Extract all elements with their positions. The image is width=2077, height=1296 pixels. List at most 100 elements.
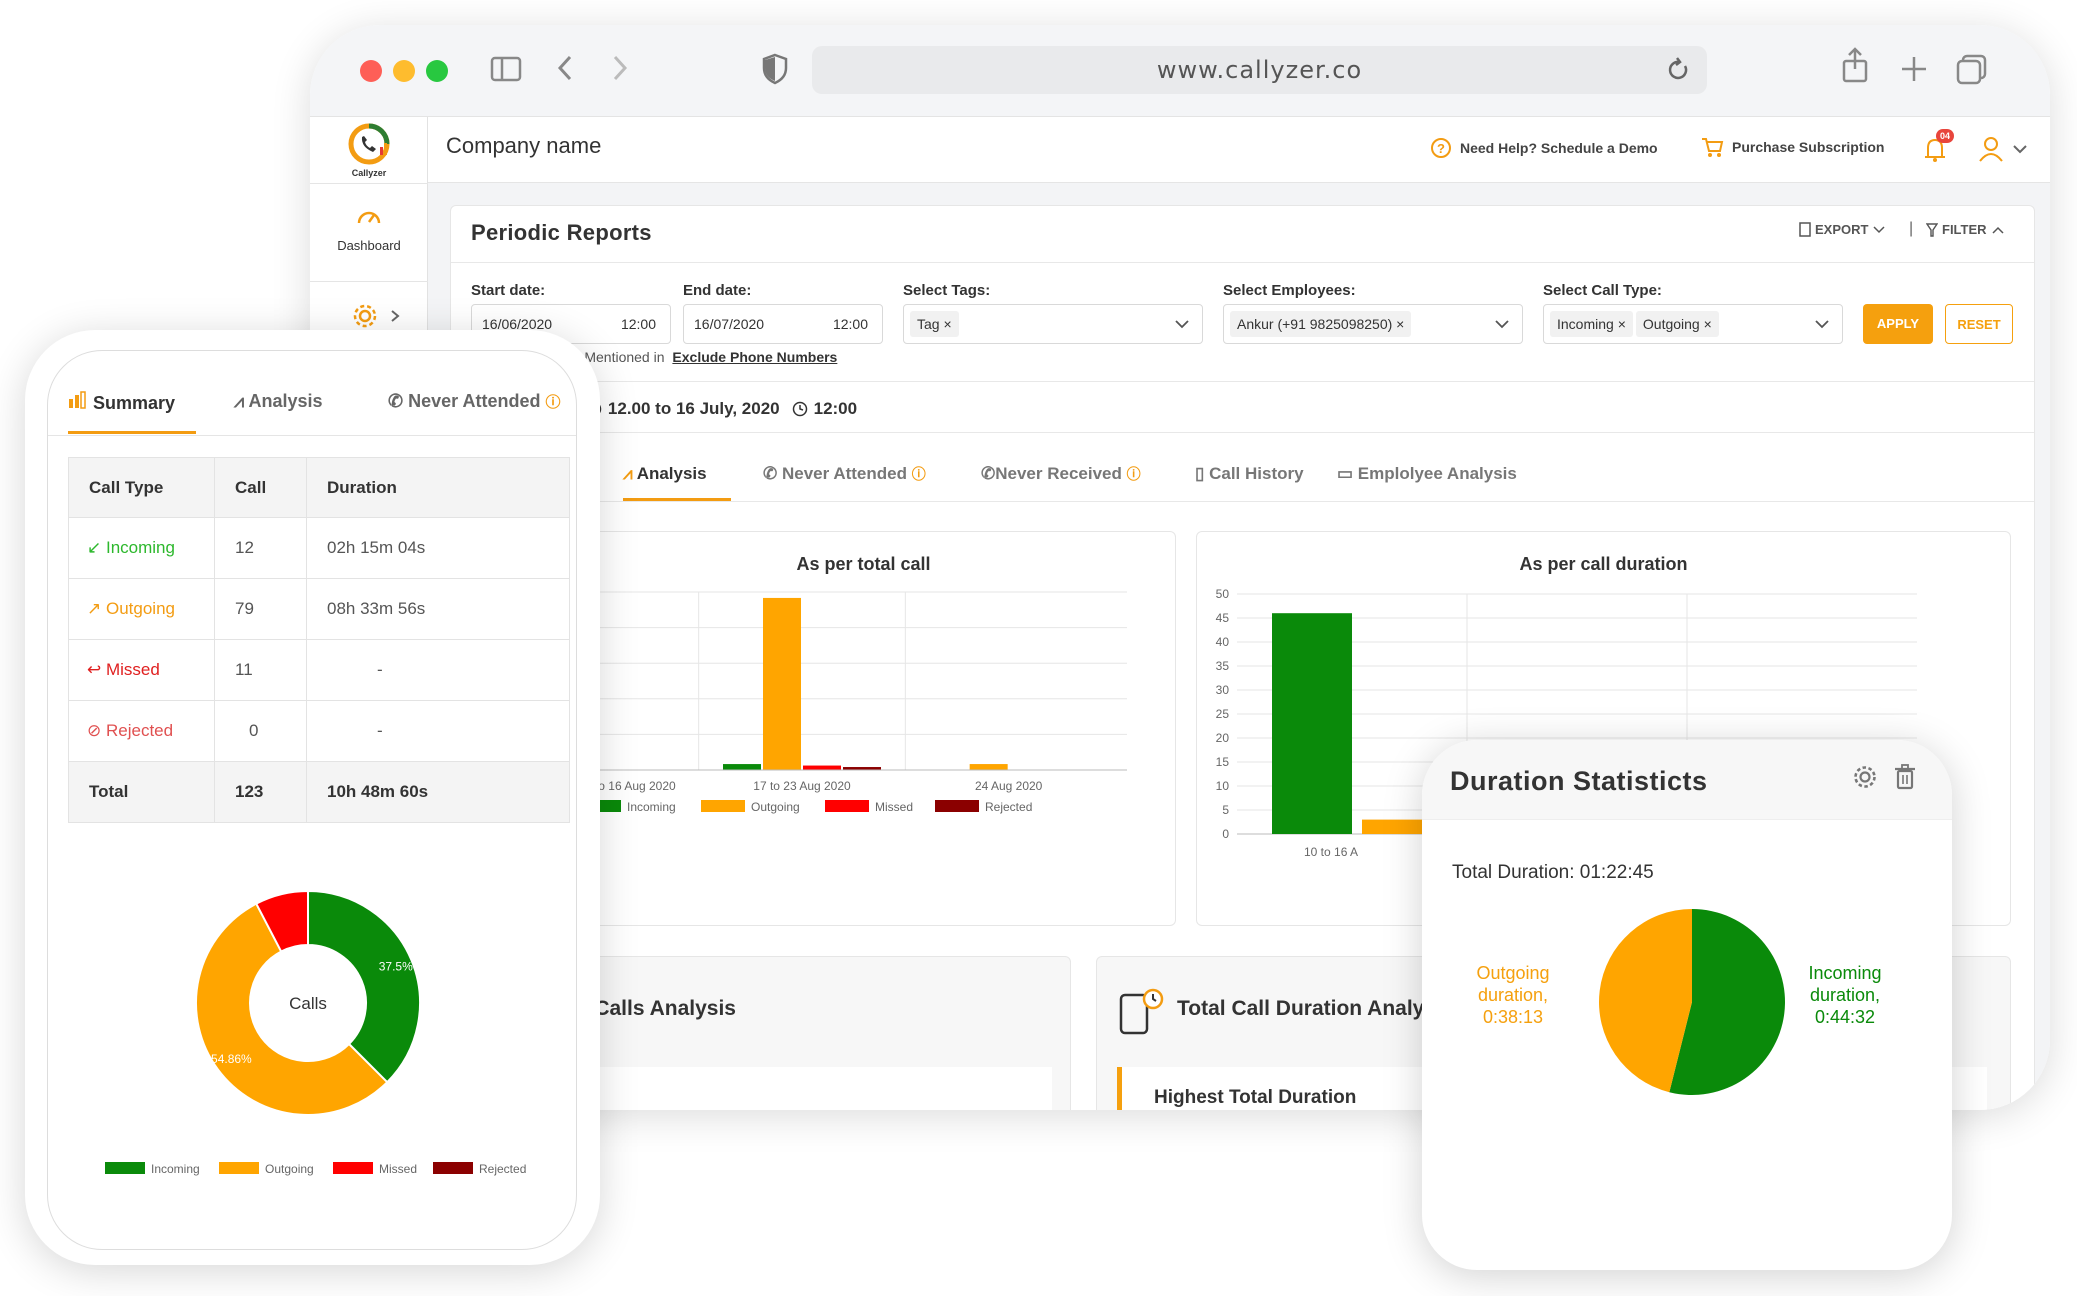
active-tab-indicator [623, 498, 731, 501]
settings-gear-icon[interactable] [1852, 764, 1878, 790]
purchase-link[interactable]: Purchase Subscription [1700, 135, 1884, 159]
call-type-cell: ↩ Missed [68, 639, 215, 701]
table-header-row: Call Type Call Duration [68, 457, 570, 518]
slice-label: 37.5% [379, 960, 413, 974]
summary-table: Call Type Call Duration ↙ Incoming 12 02… [68, 457, 570, 823]
tab-analysis[interactable]: ⩘ Analysis [234, 391, 323, 412]
export-button[interactable]: EXPORT [1799, 222, 1886, 237]
tab-employee-analysis[interactable]: ▭ Emplolyee Analysis [1337, 464, 1517, 484]
tab-never-received[interactable]: ✆Never Received ⓘ [981, 464, 1141, 484]
column-header: Call Type [68, 457, 215, 518]
document-icon: ▯ [1195, 464, 1205, 483]
reset-button[interactable]: RESET [1945, 304, 2013, 344]
maximize-window-button[interactable] [426, 60, 448, 82]
incoming-duration-label: Incoming duration, 0:44:32 [1784, 962, 1906, 1028]
legend-label: Incoming [627, 800, 676, 814]
back-icon[interactable] [555, 53, 575, 88]
sidebar-item-settings[interactable] [352, 303, 400, 329]
calltype-chip-incoming[interactable]: Incoming × [1550, 311, 1633, 337]
minimize-window-button[interactable] [393, 60, 415, 82]
filter-label: FILTER [1942, 222, 1987, 237]
y-tick-label: 5 [1222, 803, 1229, 817]
sidebar-item-label: Dashboard [337, 238, 401, 253]
tab-never-attended[interactable]: ✆ Never Attended ⓘ [388, 391, 561, 412]
phone-timer-icon [1119, 988, 1164, 1035]
sidebar-toggle-icon[interactable] [490, 55, 522, 88]
company-name: Company name [446, 133, 602, 158]
chart-title: As per call duration [1519, 554, 1688, 574]
start-date-field[interactable]: 16/06/2020 12:00 [471, 304, 671, 344]
y-tick-label: 45 [1216, 611, 1230, 625]
user-icon [1979, 137, 2003, 162]
donut-center-label: Calls [289, 994, 327, 1013]
total-call-cell: 123 [214, 761, 307, 823]
shield-icon[interactable] [762, 53, 788, 90]
call-type-label: Missed [105, 660, 160, 679]
help-link[interactable]: ? Need Help? Schedule a Demo [1430, 137, 1658, 159]
tab-label: Never Received [995, 464, 1122, 483]
tab-analysis[interactable]: ⩘ Analysis [623, 464, 707, 484]
forward-icon[interactable] [610, 53, 630, 88]
outgoing-arrow-icon: ↗ [87, 599, 102, 618]
call-count-cell: 11 [214, 639, 307, 701]
tab-call-history[interactable]: ▯ Call History [1195, 464, 1304, 484]
help-label: Need Help? Schedule a Demo [1460, 140, 1658, 156]
filter-button[interactable]: FILTER [1926, 222, 2005, 237]
address-bar[interactable]: www.callyzer.co [812, 46, 1707, 94]
tab-never-attended[interactable]: ✆ Never Attended ⓘ [763, 464, 926, 484]
calltype-chip-outgoing[interactable]: Outgoing × [1635, 311, 1719, 337]
chevron-up-icon [1992, 226, 2004, 234]
call-count-cell: 12 [214, 517, 307, 579]
legend-label: Rejected [479, 1162, 526, 1176]
end-date-field[interactable]: 16/07/2020 12:00 [683, 304, 883, 344]
duration-statistics-card: Duration Statisticts Total Duration: 01:… [1422, 740, 1952, 1270]
exclude-link[interactable]: Exclude Phone Numbers [672, 349, 838, 365]
tags-select[interactable]: Tag × [903, 304, 1203, 344]
total-duration-cell: 10h 48m 60s [306, 761, 570, 823]
total-label-cell: Total [68, 761, 215, 823]
calltype-label: Select Call Type: [1543, 282, 1662, 299]
slice-incoming-duration [1669, 909, 1785, 1095]
chevron-down-icon [1175, 320, 1189, 329]
duration-cell: - [306, 639, 570, 701]
legend-label: Outgoing [751, 800, 800, 814]
employee-chip[interactable]: Ankur (+91 9825098250) × [1230, 311, 1412, 337]
y-tick-label: 40 [1216, 635, 1230, 649]
apply-button[interactable]: APPLY [1863, 304, 1933, 344]
incoming-arrow-icon: ↙ [87, 538, 102, 557]
tab-label: Never Attended [408, 391, 541, 411]
export-label: EXPORT [1815, 222, 1869, 237]
chip-label: Outgoing [1642, 316, 1700, 332]
employees-select[interactable]: Ankur (+91 9825098250) × [1223, 304, 1523, 344]
chevron-down-icon [1495, 320, 1509, 329]
end-date-value: 16/07/2020 [694, 316, 765, 332]
svg-text:?: ? [1437, 141, 1445, 156]
trash-icon[interactable] [1894, 764, 1916, 790]
user-menu[interactable] [1978, 135, 2028, 163]
tabs-overview-icon[interactable] [1955, 53, 1987, 90]
close-window-button[interactable] [360, 60, 382, 82]
tab-summary[interactable]: Summary [68, 391, 175, 414]
call-type-cell: ↙ Incoming [68, 517, 215, 579]
info-icon: ⓘ [911, 466, 926, 482]
call-type-label: Incoming [105, 538, 175, 557]
y-tick-label: 20 [1216, 731, 1230, 745]
slice-incoming [307, 891, 421, 1084]
sidebar-item-dashboard[interactable]: Dashboard [310, 205, 428, 253]
tag-chip[interactable]: Tag × [910, 311, 959, 337]
share-icon[interactable] [1840, 47, 1870, 88]
calltype-select[interactable]: Incoming × Outgoing × [1543, 304, 1843, 344]
info-icon: ⓘ [1126, 466, 1141, 482]
reload-icon[interactable] [1667, 46, 1691, 110]
calls-donut-chart: 37.5% 54.86% Calls [195, 891, 421, 1116]
legend-swatch [105, 1162, 145, 1174]
chevron-down-icon [1873, 225, 1885, 233]
slice-missed [254, 891, 309, 953]
y-tick-label: 15 [1216, 755, 1230, 769]
new-tab-icon[interactable] [1900, 55, 1928, 88]
legend-label: Missed [379, 1162, 417, 1176]
periodic-reports-panel: Periodic Reports EXPORT | FILTER Start d… [450, 205, 2035, 1110]
range-mid: 12.00 to 16 July, 2020 [607, 399, 780, 418]
clock-icon [792, 401, 807, 417]
bell-icon[interactable]: 04 [1922, 129, 1955, 170]
